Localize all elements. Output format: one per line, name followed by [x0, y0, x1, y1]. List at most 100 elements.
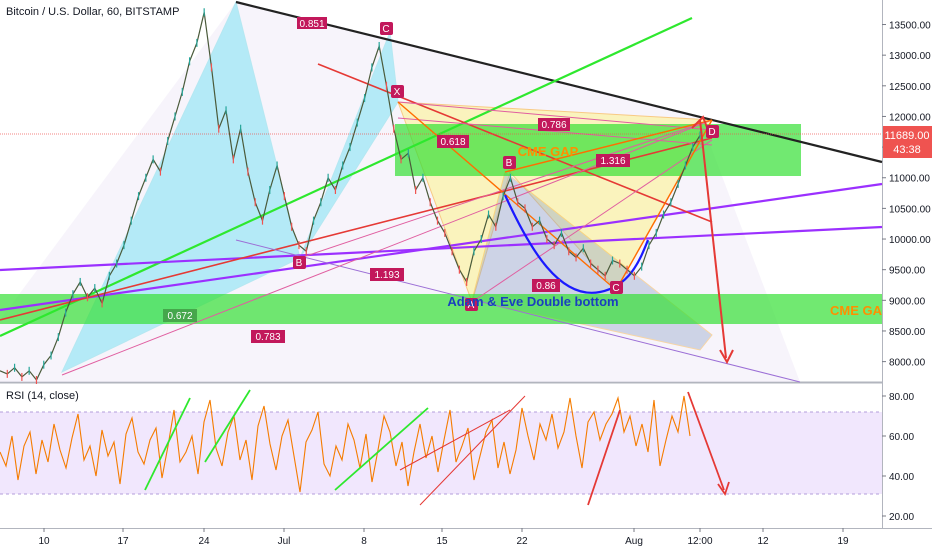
time-axis-label: 17 [117, 536, 129, 547]
price-badge-timer: 43:38 [893, 144, 921, 156]
ratio-label: 1.193 [374, 270, 399, 281]
point-label-box [465, 298, 478, 311]
cme-gap-zone-top [395, 124, 801, 176]
rsi-arrow-head [717, 481, 730, 496]
price-axis-label: 11000.00 [889, 174, 930, 185]
price-axis-label: 12500.00 [889, 82, 931, 93]
price-axis-label: 10500.00 [889, 204, 931, 215]
time-axis-label: 12 [757, 536, 769, 547]
time-axis: 10 17 24 Jul 8 15 22 Aug 12:00 12 19 [38, 528, 849, 547]
fib-thin-1 [235, 239, 801, 383]
price-axis-label: 9500.00 [889, 266, 926, 277]
price-axis-label: 8000.00 [889, 358, 926, 369]
trend-red [0, 137, 713, 321]
price-axis-label: 9000.00 [889, 296, 926, 307]
ratio-label-box [532, 279, 560, 292]
rsi-axis-label: 80.00 [889, 392, 914, 403]
fib-thin-3 [397, 101, 713, 131]
chart-title: Bitcoin / U.S. Dollar, 60, BITSTAMP [6, 6, 179, 18]
ratio-label: 0.86 [536, 281, 556, 292]
ratio-label: 1.316 [600, 156, 625, 167]
ratio-label-box [538, 118, 570, 131]
point-label-box [503, 156, 516, 169]
trend-red-2 [317, 63, 713, 223]
rsi-trendline [144, 397, 191, 491]
rsi-band [0, 412, 882, 494]
ratio-label-box [370, 268, 404, 281]
point-label-box [293, 256, 306, 269]
rsi-arrow [587, 409, 621, 506]
price-axis-label: 10000.00 [889, 235, 931, 246]
point-label-box [391, 85, 404, 98]
price-axis: 8000.00 8500.00 9000.00 9500.00 10000.00 1050… [882, 21, 931, 369]
ratio-label: 0.618 [440, 137, 465, 148]
harmonic-patterns [0, 0, 800, 382]
point-label: A [468, 300, 475, 311]
point-label-box [610, 281, 623, 294]
ratio-label: 0.851 [299, 19, 324, 30]
ratio-label-box [163, 309, 197, 322]
trend-purple [0, 225, 883, 272]
time-axis-label: 12:00 [687, 536, 712, 547]
fib-thin-7 [615, 119, 713, 291]
rsi-trendline [419, 395, 526, 506]
rsi-arrow [687, 391, 725, 491]
ratio-label: 0.672 [167, 311, 192, 322]
double-bottom-label: Adam & Eve Double bottom [447, 294, 618, 309]
ratio-label: 0.786 [541, 120, 566, 131]
time-axis-label: Aug [625, 536, 643, 547]
rsi-series [0, 389, 730, 506]
fib-thin-6 [471, 139, 713, 303]
rsi-axis: 20.00 40.00 60.00 80.00 [882, 392, 914, 523]
point-label: C [612, 283, 619, 294]
time-axis-label: 19 [837, 536, 849, 547]
point-label-box [706, 125, 719, 138]
price-badge-value: 11689.00 [884, 130, 929, 142]
annotations: 0.851 0.618 0.786 1.316 1.193 0.86 0.672… [163, 17, 883, 343]
rsi-axis-label: 60.00 [889, 432, 914, 443]
time-axis-label: 15 [436, 536, 448, 547]
price-badge [883, 126, 932, 158]
trend-green [0, 17, 693, 337]
ratio-label-box [251, 330, 285, 343]
fib-thin-9 [397, 101, 617, 291]
rsi-trendline [399, 409, 511, 471]
time-axis-label: 22 [516, 536, 528, 547]
time-axis-label: 24 [198, 536, 210, 547]
fib-thin-4 [397, 117, 713, 146]
projection-arrow-head [719, 349, 734, 365]
time-axis-label: Jul [278, 536, 291, 547]
rsi-trendline [204, 389, 251, 463]
price-axis-label: 13000.00 [889, 51, 931, 62]
point-label: B [506, 158, 513, 169]
point-label: C [382, 24, 389, 35]
point-label-box [380, 22, 393, 35]
price-axis-label: 8500.00 [889, 327, 926, 338]
rsi-axis-label: 20.00 [889, 512, 914, 523]
ratio-label-box [437, 135, 469, 148]
price-series [0, 8, 701, 384]
rsi-trendline [334, 407, 429, 491]
rsi-line [0, 395, 691, 493]
projection-arrow-head [691, 115, 709, 131]
trend-black [235, 0, 883, 164]
cme-gap-zone-bottom [0, 294, 882, 324]
trend-purple-2 [0, 182, 883, 312]
ratio-label-box [596, 154, 630, 167]
rsi-axis-label: 40.00 [889, 472, 914, 483]
fib-thin-8 [504, 119, 713, 173]
time-axis-label: 10 [38, 536, 50, 547]
cme-gap-label-top: CME GAP [518, 144, 579, 159]
point-label: X [394, 87, 401, 98]
ratio-label: 0.783 [255, 332, 280, 343]
ratio-label-box [297, 17, 327, 29]
rsi-label: RSI (14, close) [6, 390, 79, 402]
price-axis-label: 13500.00 [889, 21, 931, 32]
cup-curve [503, 194, 650, 294]
price-axis-label: 12000.00 [889, 112, 931, 123]
cme-gap-label-bottom: CME GA [830, 303, 883, 318]
projection-arrow [699, 119, 727, 359]
point-label: B [296, 258, 303, 269]
time-axis-label: 8 [361, 536, 367, 547]
